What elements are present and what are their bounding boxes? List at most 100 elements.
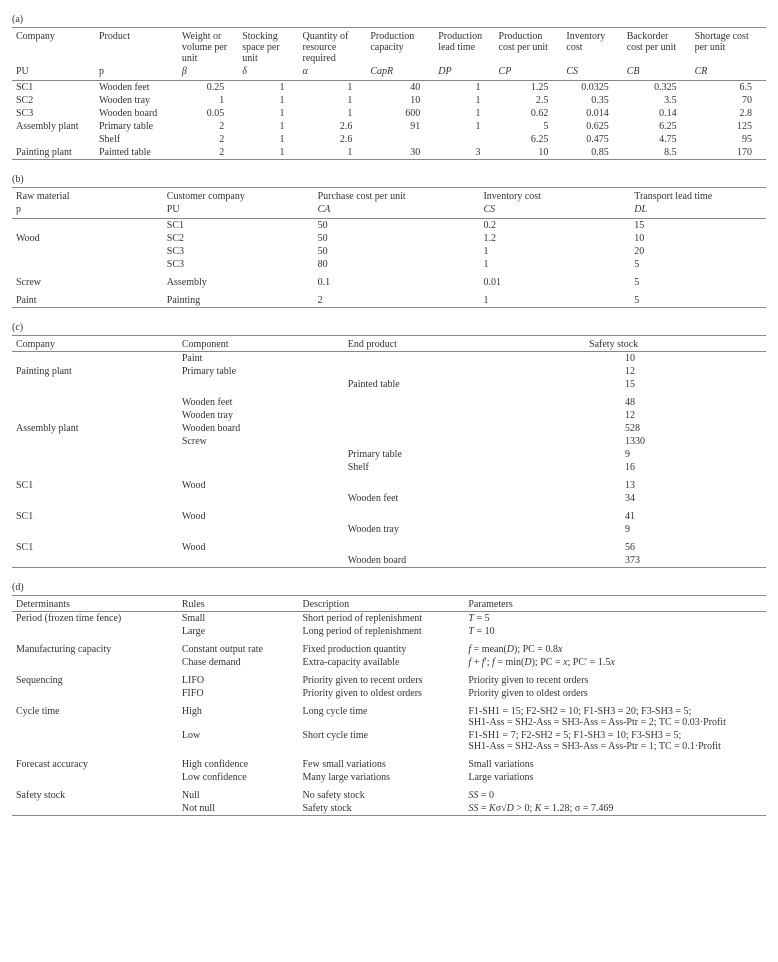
table-a-cell: 10 <box>366 94 434 107</box>
table-b-cell <box>12 245 163 258</box>
table-a-cell: 0.014 <box>562 107 622 120</box>
table-row: Assembly plantPrimary table212.691150.62… <box>12 120 766 133</box>
table-c-cell <box>178 461 344 474</box>
table-a-symbol: DP <box>434 65 494 81</box>
table-b-symbol: DL <box>630 203 766 219</box>
table-c-cell <box>12 352 178 366</box>
table-b-cell: Paint <box>12 289 163 308</box>
table-b-cell <box>12 258 163 271</box>
table-a-symbol: β <box>178 65 238 81</box>
table-b-cell: 1 <box>479 289 630 308</box>
table-c-cell <box>344 435 585 448</box>
table-a-cell: 91 <box>366 120 434 133</box>
table-a-cell: 6.5 <box>691 81 766 95</box>
table-c-cell <box>344 352 585 366</box>
table-a-symbol: CB <box>623 65 691 81</box>
table-a-cell: Wooden feet <box>95 81 178 95</box>
table-a-cell: 0.62 <box>495 107 563 120</box>
table-row: Painted table15 <box>12 378 766 391</box>
table-a-cell: 1 <box>299 94 367 107</box>
section-d-label: (d) <box>12 582 766 593</box>
table-a-header: Production lead time <box>434 28 494 66</box>
table-d-cell <box>12 771 178 784</box>
table-c-cell: 56 <box>585 536 766 554</box>
table-d-cell: Short period of replenishment <box>299 612 465 626</box>
table-c-cell <box>344 536 585 554</box>
table-a-cell: 1 <box>238 146 298 160</box>
table-b-cell: 15 <box>630 219 766 233</box>
table-c-cell <box>344 474 585 492</box>
table-c-cell: Shelf <box>344 461 585 474</box>
table-c-cell: Wooden feet <box>344 492 585 505</box>
table-c-cell: Wood <box>178 474 344 492</box>
table-c-cell: 9 <box>585 448 766 461</box>
table-row: FIFOPriority given to oldest ordersPrior… <box>12 687 766 700</box>
table-a-cell <box>12 133 95 146</box>
table-a: CompanyProductWeight or volume per unitS… <box>12 27 766 160</box>
table-c-cell <box>344 422 585 435</box>
table-c-cell <box>12 492 178 505</box>
table-a-cell: 1 <box>434 120 494 133</box>
table-a-symbol: α <box>299 65 367 81</box>
table-d-cell: Manufacturing capacity <box>12 638 178 656</box>
table-row: Chase demandExtra-capacity availablef + … <box>12 656 766 669</box>
table-c-cell: Wooden tray <box>344 523 585 536</box>
table-c-cell: 9 <box>585 523 766 536</box>
table-c-cell <box>344 505 585 523</box>
table-a-cell: SC2 <box>12 94 95 107</box>
table-a-cell: 1 <box>238 107 298 120</box>
table-row: Low confidenceMany large variationsLarge… <box>12 771 766 784</box>
table-a-cell: 2.6 <box>299 120 367 133</box>
table-d-cell: Long cycle time <box>299 700 465 729</box>
table-a-cell: 1 <box>299 81 367 95</box>
table-row: SC350120 <box>12 245 766 258</box>
table-c-cell: Wooden feet <box>178 391 344 409</box>
table-row: Shelf212.66.250.4754.7595 <box>12 133 766 146</box>
table-c-cell: 1330 <box>585 435 766 448</box>
table-row: WoodSC2501.210 <box>12 232 766 245</box>
table-a-cell: 1 <box>238 133 298 146</box>
table-row: Painting plantPainted table211303100.858… <box>12 146 766 160</box>
table-row: Not nullSafety stockSS = Kσ√D > 0; K = 1… <box>12 802 766 816</box>
table-c-cell <box>178 448 344 461</box>
table-d-cell: Small <box>178 612 299 626</box>
table-c-cell: 12 <box>585 409 766 422</box>
table-d-cell: Cycle time <box>12 700 178 729</box>
table-row: Period (frozen time fence)SmallShort per… <box>12 612 766 626</box>
table-a-cell: 8.5 <box>623 146 691 160</box>
table-a-header: Backorder cost per unit <box>623 28 691 66</box>
table-b-cell: Assembly <box>163 271 314 289</box>
table-c-cell: Wooden board <box>344 554 585 568</box>
table-d-cell: Period (frozen time fence) <box>12 612 178 626</box>
table-b-symbol: CA <box>314 203 480 219</box>
table-d-cell: Small variations <box>464 753 766 771</box>
table-a-cell: Assembly plant <box>12 120 95 133</box>
table-c-cell: 13 <box>585 474 766 492</box>
table-b-cell: SC3 <box>163 258 314 271</box>
table-c-cell <box>344 391 585 409</box>
table-a-cell: Painting plant <box>12 146 95 160</box>
table-d-cell <box>12 802 178 816</box>
table-a-cell: 1 <box>434 107 494 120</box>
table-a-symbol: PU <box>12 65 95 81</box>
table-a-header: Stocking space per unit <box>238 28 298 66</box>
table-c-cell: 48 <box>585 391 766 409</box>
table-row: SC2Wooden tray1111012.50.353.570 <box>12 94 766 107</box>
table-b-header: Inventory cost <box>479 188 630 204</box>
table-d-cell: Chase demand <box>178 656 299 669</box>
table-c-cell <box>12 448 178 461</box>
table-a-cell: 30 <box>366 146 434 160</box>
table-a-cell: 0.25 <box>178 81 238 95</box>
table-a-cell: SC1 <box>12 81 95 95</box>
table-row: Assembly plantWooden board528 <box>12 422 766 435</box>
table-d-cell: SS = Kσ√D > 0; K = 1.28; σ = 7.469 <box>464 802 766 816</box>
table-b-cell: 0.01 <box>479 271 630 289</box>
table-a-symbol: p <box>95 65 178 81</box>
table-a-cell: 1 <box>299 146 367 160</box>
table-b-cell: 0.2 <box>479 219 630 233</box>
table-row: SC3Wooden board0.051160010.620.0140.142.… <box>12 107 766 120</box>
table-a-cell: 0.0325 <box>562 81 622 95</box>
table-a-cell: 2 <box>178 120 238 133</box>
table-a-cell <box>434 133 494 146</box>
table-c-cell <box>12 409 178 422</box>
